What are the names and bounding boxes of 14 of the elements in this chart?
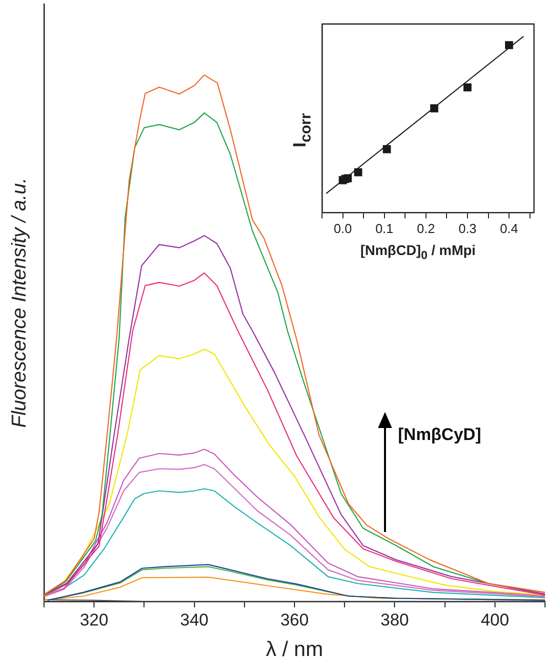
annotation: [NmβCyD]: [398, 425, 482, 445]
x-tick-label: 380: [380, 610, 409, 630]
x-tick-label: 0.2: [416, 220, 435, 236]
x-tick-label: 320: [80, 610, 108, 630]
x-tick-label: 0.3: [458, 220, 477, 236]
x-tick-label: 340: [180, 610, 208, 630]
x-axis-title: [NmβCD]$_{0}$ / mMpi: [359, 242, 477, 262]
y-axis-title: Fluorescence Intensity / a.u.: [8, 178, 31, 428]
x-tick-label: 0.1: [375, 220, 394, 236]
x-tick-label: 0.0: [334, 220, 352, 236]
x-tick-label: 0.4: [500, 220, 518, 236]
x-tick-label: 360: [280, 610, 309, 630]
x-tick-label: 400: [480, 610, 510, 630]
x-axis-title: λ / nm: [266, 638, 324, 662]
